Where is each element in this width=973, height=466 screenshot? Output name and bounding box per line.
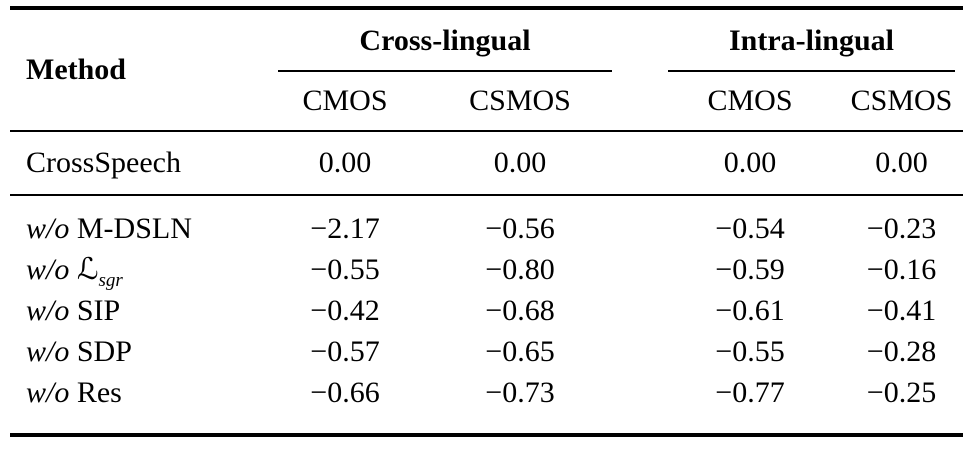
method-label: CrossSpeech (26, 146, 181, 179)
method-cell: w/o M-DSLN (10, 195, 270, 249)
value-cell: −0.56 (485, 211, 555, 245)
value-cell: −0.55 (310, 252, 380, 286)
value-cell: 0.00 (660, 131, 840, 196)
script-l-symbol: ℒ (76, 252, 99, 287)
method-cell: w/o SDP (10, 331, 270, 372)
column-spacer (620, 331, 660, 372)
col-header-cross-csmos: CSMOS (420, 72, 620, 132)
ablation-results-table: Method Cross-lingual Intra-lingual CMOS … (10, 6, 963, 437)
table-row-wo-sip: w/o SIP −0.42 −0.68 −0.61 −0.41 (10, 290, 963, 331)
value-cell: −0.42 (310, 293, 380, 327)
value-cell: 0.00 (270, 131, 420, 196)
value-cell: −0.54 (715, 211, 785, 245)
group-header-cross-lingual: Cross-lingual (270, 8, 620, 72)
column-spacer (620, 131, 660, 196)
subscript-label: sgr (98, 270, 123, 291)
value-cell: −0.16 (866, 252, 937, 286)
wo-prefix: w/o (26, 334, 70, 368)
table-body: CrossSpeech 0.00 0.00 0.00 0.00 w/o M-DS… (10, 131, 963, 435)
col-header-intra-cmos: CMOS (660, 72, 840, 132)
method-cell: w/o Res (10, 372, 270, 435)
table-header: Method Cross-lingual Intra-lingual CMOS … (10, 8, 963, 132)
value-cell: −2.17 (310, 211, 380, 245)
method-label: SIP (76, 293, 121, 327)
value-cell: −0.57 (310, 334, 380, 368)
group-header-row: Method Cross-lingual Intra-lingual (10, 8, 963, 132)
table-row-wo-res: w/o Res −0.66 −0.73 −0.77 −0.25 (10, 372, 963, 435)
method-cell: w/o ℒsgr (10, 249, 270, 290)
table-row-crossspeech: CrossSpeech 0.00 0.00 0.00 0.00 (10, 131, 963, 196)
wo-prefix: w/o (26, 211, 70, 245)
value-cell: −0.25 (866, 375, 937, 409)
method-label: Res (76, 375, 122, 409)
col-header-intra-csmos: CSMOS (840, 72, 963, 132)
value-cell: 0.00 (840, 131, 963, 196)
column-spacer (620, 290, 660, 331)
column-spacer (620, 8, 660, 72)
wo-prefix: w/o (26, 293, 70, 327)
value-cell: −0.68 (485, 293, 555, 327)
wo-prefix: w/o (26, 375, 70, 409)
group-header-intra-lingual: Intra-lingual (660, 8, 963, 72)
column-spacer (620, 195, 660, 249)
value-cell: −0.55 (715, 334, 785, 368)
value-cell: −0.80 (485, 252, 555, 286)
column-spacer (620, 72, 660, 132)
col-header-cross-cmos: CMOS (270, 72, 420, 132)
value-cell: −0.77 (715, 375, 785, 409)
column-spacer (620, 372, 660, 435)
value-cell: −0.59 (715, 252, 785, 286)
value-cell: −0.73 (485, 375, 555, 409)
method-cell: CrossSpeech (10, 131, 270, 196)
value-cell: 0.00 (420, 131, 620, 196)
subcolumn-header-row: CMOS CSMOS CMOS CSMOS (10, 72, 963, 132)
value-cell: −0.65 (485, 334, 555, 368)
method-label: SDP (76, 334, 132, 368)
column-spacer (620, 249, 660, 290)
method-cell: w/o SIP (10, 290, 270, 331)
value-cell: −0.41 (866, 293, 937, 327)
table-row-wo-lsgr: w/o ℒsgr −0.55 −0.80 −0.59 −0.16 (10, 249, 963, 290)
wo-prefix: w/o (26, 253, 70, 286)
table-row-wo-mdsln: w/o M-DSLN −2.17 −0.56 −0.54 −0.23 (10, 195, 963, 249)
table-row-wo-sdp: w/o SDP −0.57 −0.65 −0.55 −0.28 (10, 331, 963, 372)
value-cell: −0.66 (310, 375, 380, 409)
value-cell: −0.23 (866, 211, 937, 245)
method-label: M-DSLN (76, 211, 192, 245)
value-cell: −0.28 (866, 334, 937, 368)
value-cell: −0.61 (715, 293, 785, 327)
method-column-header: Method (10, 8, 270, 132)
